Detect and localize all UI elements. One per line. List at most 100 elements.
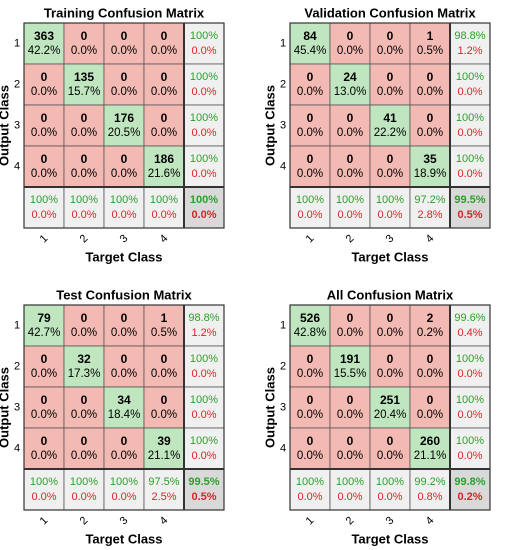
cell-count: 0 <box>81 434 88 448</box>
x-tick-label: 2 <box>344 233 357 246</box>
x-tick-label: 4 <box>158 515 171 528</box>
cell-percent: 0.0% <box>71 450 97 462</box>
y-axis-label: Output Class <box>0 85 12 166</box>
cell-percent: 42.8% <box>294 327 327 339</box>
matrix-cell <box>329 427 371 470</box>
cell-count: 2 <box>427 311 434 325</box>
cell-count: 0 <box>41 393 48 407</box>
cell-count: 0 <box>121 70 128 84</box>
x-tick-label: 4 <box>424 515 437 528</box>
cell-count: 0 <box>347 111 354 125</box>
cell-percent: 0.0% <box>337 45 363 57</box>
cell-percent: 0.0% <box>111 86 137 98</box>
matrix-cell <box>369 22 411 65</box>
cell-count: 0 <box>161 393 168 407</box>
x-tick-label: 4 <box>424 233 437 246</box>
col-summary-correct: 100% <box>70 194 98 206</box>
matrix-cell <box>63 304 105 347</box>
matrix-cell <box>143 145 185 188</box>
row-summary-cell <box>183 104 225 147</box>
y-tick-label: 4 <box>280 443 286 455</box>
col-summary-error: 0.0% <box>71 209 96 221</box>
cell-percent: 0.0% <box>417 368 443 380</box>
matrix-cell <box>103 386 145 429</box>
cell-count: 186 <box>154 152 174 166</box>
cell-percent: 0.0% <box>71 409 97 421</box>
cell-count: 79 <box>37 311 51 325</box>
x-tick-label: 3 <box>384 233 397 246</box>
cell-percent: 0.0% <box>337 450 363 462</box>
total-error: 0.0% <box>191 209 216 221</box>
row-summary-error: 0.4% <box>457 327 482 339</box>
cell-percent: 0.0% <box>297 127 323 139</box>
x-tick-label: 3 <box>384 515 397 528</box>
row-summary-error: 0.0% <box>457 86 482 98</box>
cell-count: 0 <box>41 152 48 166</box>
matrix-cell <box>329 386 371 429</box>
cell-count: 35 <box>423 152 437 166</box>
row-summary-correct: 100% <box>456 71 484 83</box>
x-tick-label: 2 <box>78 233 91 246</box>
matrix-cell <box>63 145 105 188</box>
row-summary-correct: 100% <box>456 153 484 165</box>
col-summary-error: 0.0% <box>337 209 362 221</box>
row-summary-correct: 100% <box>190 71 218 83</box>
matrix-cell <box>369 145 411 188</box>
col-summary-error: 2.5% <box>151 491 176 503</box>
cell-percent: 20.4% <box>374 409 407 421</box>
cell-count: 0 <box>307 152 314 166</box>
cell-percent: 0.0% <box>151 368 177 380</box>
cell-count: 0 <box>347 29 354 43</box>
x-tick-label: 2 <box>344 515 357 528</box>
col-summary-error: 0.0% <box>377 491 402 503</box>
cell-percent: 0.0% <box>31 168 57 180</box>
cell-count: 0 <box>81 311 88 325</box>
cell-count: 0 <box>41 352 48 366</box>
y-tick-label: 2 <box>280 79 286 91</box>
col-summary-correct: 100% <box>110 476 138 488</box>
cell-percent: 0.0% <box>111 168 137 180</box>
y-tick-label: 1 <box>14 320 20 332</box>
cell-count: 0 <box>161 70 168 84</box>
row-summary-correct: 100% <box>190 394 218 406</box>
col-summary-error: 0.0% <box>337 491 362 503</box>
matrix-cell <box>143 345 185 388</box>
x-tick-label: 4 <box>158 233 171 246</box>
y-tick-label: 3 <box>280 402 286 414</box>
cell-percent: 0.0% <box>31 127 57 139</box>
matrix-cell <box>143 63 185 106</box>
y-tick-label: 4 <box>280 161 286 173</box>
cell-count: 0 <box>81 152 88 166</box>
matrix-cell <box>143 104 185 147</box>
y-axis-label: Output Class <box>263 367 278 448</box>
cell-count: 176 <box>114 111 134 125</box>
row-summary-error: 0.0% <box>191 409 216 421</box>
cell-count: 135 <box>74 70 94 84</box>
matrix-frame <box>289 304 491 511</box>
col-summary-correct: 100% <box>150 194 178 206</box>
cell-percent: 18.4% <box>108 409 141 421</box>
cell-percent: 0.0% <box>417 409 443 421</box>
x-axis-label: Target Class <box>351 532 428 547</box>
col-summary-correct: 100% <box>70 476 98 488</box>
col-summary-error: 0.0% <box>297 209 322 221</box>
cell-percent: 42.7% <box>28 327 61 339</box>
x-tick-label: 1 <box>304 233 317 246</box>
cell-count: 0 <box>387 311 394 325</box>
cell-count: 0 <box>347 393 354 407</box>
cell-percent: 0.0% <box>31 409 57 421</box>
cell-count: 0 <box>387 434 394 448</box>
cell-percent: 0.0% <box>297 450 323 462</box>
cell-count: 0 <box>387 29 394 43</box>
matrix-cell <box>329 345 371 388</box>
row-summary-cell <box>183 145 225 188</box>
matrix-title: Training Confusion Matrix <box>44 6 205 21</box>
cell-percent: 0.0% <box>377 168 403 180</box>
cell-count: 0 <box>387 352 394 366</box>
total-error: 0.2% <box>457 491 482 503</box>
x-axis-label: Target Class <box>85 250 162 265</box>
matrix-cell <box>63 22 105 65</box>
confusion-matrix-panel-4: All Confusion Matrix52642.8%00.0%00.0%20… <box>263 288 491 547</box>
cell-count: 39 <box>157 434 171 448</box>
cell-percent: 0.5% <box>417 45 443 57</box>
